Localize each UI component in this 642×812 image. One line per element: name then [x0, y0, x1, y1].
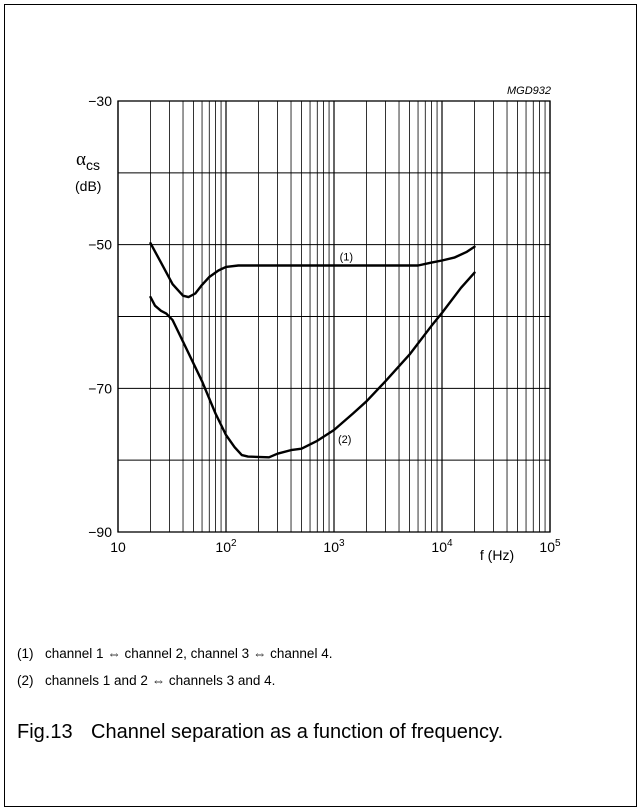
x-tick-label: 103 — [323, 538, 345, 555]
y-tick-label: −90 — [88, 524, 112, 540]
series-label-1: (1) — [340, 251, 353, 263]
x-tick-label: 104 — [431, 538, 453, 555]
x-tick-label: 102 — [215, 538, 237, 555]
figure-frame — [4, 4, 637, 807]
figure-number: Fig.13 — [17, 721, 73, 743]
y-tick-label: −50 — [88, 237, 112, 253]
note-2-number: (2) — [17, 673, 34, 688]
x-axis-label: f (Hz) — [480, 547, 514, 563]
y-axis-label-symbol: αcs — [76, 149, 100, 173]
y-tick-label: −70 — [88, 380, 112, 396]
figure-code: MGD932 — [507, 85, 551, 97]
series-line-1 — [149, 242, 476, 299]
plot-border — [117, 100, 551, 533]
series-label-2: (2) — [338, 434, 351, 446]
note-1-number: (1) — [17, 646, 34, 661]
figure-caption: Fig.13 Channel separation as a function … — [17, 718, 577, 746]
y-tick-label: −30 — [88, 93, 112, 109]
y-axis-label-unit: (dB) — [75, 178, 101, 194]
note-2-text: channels 1 and 2 ⇔ channels 3 and 4. — [45, 673, 276, 688]
note-1: (1) channel 1 ⇔ channel 2, channel 3 ⇔ ch… — [17, 646, 332, 661]
x-tick-label: 105 — [539, 538, 561, 555]
note-2: (2) channels 1 and 2 ⇔ channels 3 and 4. — [17, 673, 275, 688]
x-tick-label: 10 — [110, 539, 126, 555]
caption-text: Channel separation as a function of freq… — [91, 721, 504, 743]
grid — [117, 100, 551, 533]
series-line-2 — [149, 271, 476, 459]
note-1-text: channel 1 ⇔ channel 2, channel 3 ⇔ chann… — [45, 646, 333, 661]
series-lines — [149, 242, 476, 459]
